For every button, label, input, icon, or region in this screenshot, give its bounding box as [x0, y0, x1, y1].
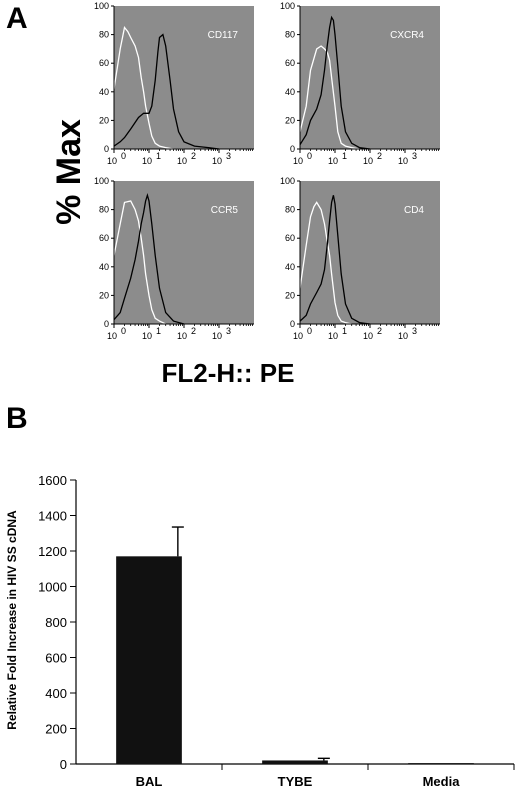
y-tick-label: 20 — [285, 115, 295, 125]
bar-y-tick-label: 1600 — [38, 473, 67, 488]
y-tick-label: 80 — [99, 30, 109, 40]
control-histogram-line — [113, 26, 184, 150]
bar-y-tick-label: 200 — [45, 722, 67, 737]
panel-a-ylabel: % Max — [50, 119, 88, 225]
stained-histogram-line — [299, 195, 371, 325]
stained-histogram-line — [113, 33, 220, 150]
y-tick-label: 80 — [285, 30, 295, 40]
bar-y-tick-label: 400 — [45, 686, 67, 701]
x-tick-label: 10 — [212, 331, 222, 341]
x-tick-exponent: 3 — [412, 151, 417, 161]
y-tick-label: 40 — [99, 87, 109, 97]
x-tick-label: 10 — [328, 331, 338, 341]
marker-label-cxcr4: CXCR4 — [390, 30, 424, 41]
x-tick-label: 10 — [177, 331, 187, 341]
stained-histogram-line — [299, 15, 371, 150]
panel-a-xlabel: FL2-H:: PE — [162, 358, 295, 388]
y-tick-label: 60 — [285, 233, 295, 243]
x-tick-label: 10 — [398, 156, 408, 166]
x-tick-label: 10 — [363, 331, 373, 341]
y-tick-label: 0 — [104, 144, 109, 154]
panel-a-letter: A — [6, 2, 28, 35]
y-tick-label: 0 — [290, 319, 295, 329]
category-label-media: Media — [423, 774, 461, 789]
bar-media — [408, 763, 474, 764]
x-tick-exponent: 1 — [342, 326, 347, 336]
plot-area — [114, 6, 254, 149]
x-tick-exponent: 2 — [377, 326, 382, 336]
bar-bal — [116, 556, 182, 764]
category-label-tybe: TYBE — [278, 774, 313, 789]
y-tick-label: 100 — [94, 1, 109, 11]
bar-y-tick-label: 1400 — [38, 509, 67, 524]
plot-area — [300, 181, 440, 324]
control-histogram-line — [299, 45, 360, 150]
x-tick-label: 10 — [212, 156, 222, 166]
y-tick-label: 20 — [285, 290, 295, 300]
x-tick-exponent: 0 — [121, 151, 126, 161]
x-tick-label: 10 — [107, 331, 117, 341]
x-tick-exponent: 2 — [191, 151, 196, 161]
y-tick-label: 20 — [99, 290, 109, 300]
y-tick-label: 20 — [99, 115, 109, 125]
x-tick-label: 10 — [142, 331, 152, 341]
x-tick-exponent: 2 — [377, 151, 382, 161]
x-tick-exponent: 3 — [226, 326, 231, 336]
y-tick-label: 100 — [280, 1, 295, 11]
y-tick-label: 60 — [285, 58, 295, 68]
plot-area — [114, 181, 254, 324]
y-tick-label: 40 — [285, 262, 295, 272]
x-tick-label: 10 — [293, 156, 303, 166]
x-tick-exponent: 2 — [191, 326, 196, 336]
bar-chart: 0 200 400 600 800 1000 1200 1400 1600 BAL TYBE Medi… — [38, 473, 515, 789]
panel-b-ylabel: Relative Fold Increase in HIV SS cDNA — [5, 510, 19, 730]
marker-label-cd117: CD117 — [208, 30, 239, 41]
x-tick-exponent: 1 — [156, 151, 161, 161]
x-tick-exponent: 3 — [226, 151, 231, 161]
category-label-bal: BAL — [136, 774, 163, 789]
bar-y-tick-label: 1200 — [38, 544, 67, 559]
y-tick-label: 60 — [99, 233, 109, 243]
x-tick-label: 10 — [177, 156, 187, 166]
y-tick-label: 40 — [285, 87, 295, 97]
bar-y-tick-label: 1000 — [38, 580, 67, 595]
y-tick-label: 100 — [280, 176, 295, 186]
control-histogram-line — [113, 200, 166, 325]
x-tick-exponent: 0 — [121, 326, 126, 336]
x-tick-exponent: 1 — [156, 326, 161, 336]
marker-label-cd4: CD4 — [404, 205, 424, 216]
x-tick-label: 10 — [363, 156, 373, 166]
x-tick-exponent: 1 — [342, 151, 347, 161]
x-tick-label: 10 — [398, 331, 408, 341]
y-tick-label: 40 — [99, 262, 109, 272]
y-tick-label: 80 — [285, 205, 295, 215]
x-tick-exponent: 0 — [307, 326, 312, 336]
panel-b-letter: B — [6, 402, 28, 435]
plot-area — [300, 6, 440, 149]
y-tick-label: 80 — [99, 205, 109, 215]
bar-y-tick-label: 0 — [60, 757, 67, 772]
y-tick-label: 100 — [94, 176, 109, 186]
bar-tybe — [262, 760, 328, 764]
bar-y-tick-label: 600 — [45, 651, 67, 666]
y-tick-label: 0 — [104, 319, 109, 329]
marker-label-ccr5: CCR5 — [211, 205, 239, 216]
stained-histogram-line — [113, 193, 185, 325]
x-tick-exponent: 3 — [412, 326, 417, 336]
x-tick-label: 10 — [142, 156, 152, 166]
bar-y-tick-label: 800 — [45, 615, 67, 630]
x-tick-exponent: 0 — [307, 151, 312, 161]
x-tick-label: 10 — [328, 156, 338, 166]
y-tick-label: 60 — [99, 58, 109, 68]
x-tick-label: 10 — [107, 156, 117, 166]
x-tick-label: 10 — [293, 331, 303, 341]
y-tick-label: 0 — [290, 144, 295, 154]
